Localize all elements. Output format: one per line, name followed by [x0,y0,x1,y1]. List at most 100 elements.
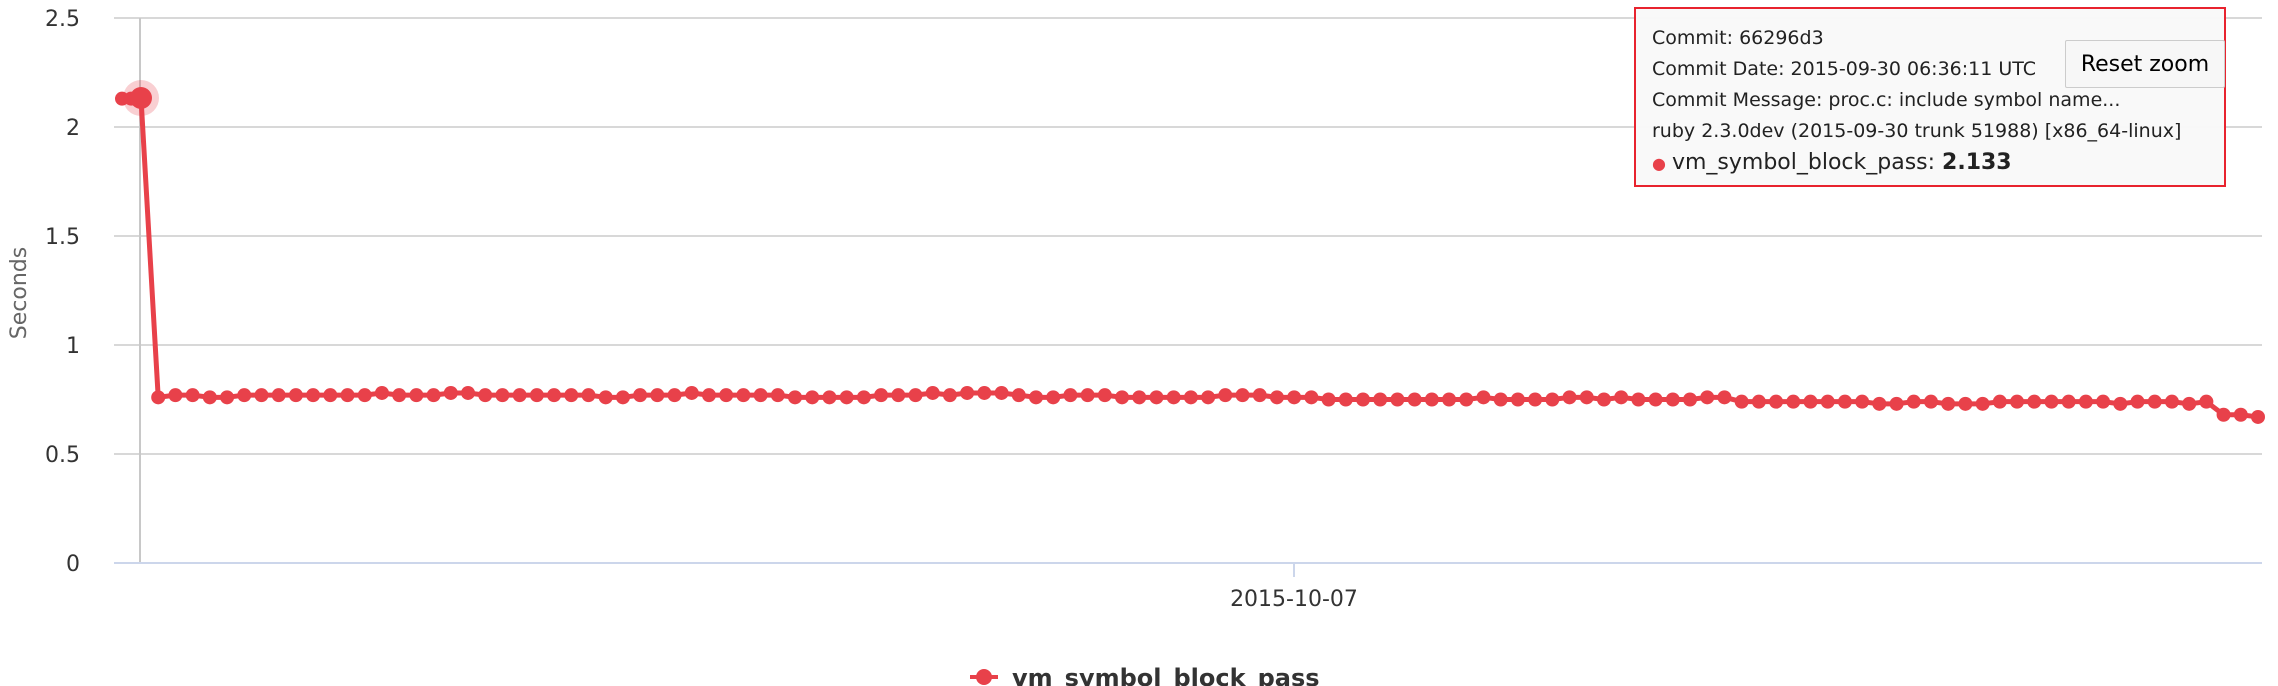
data-point[interactable] [1080,388,1095,403]
data-point[interactable] [1837,394,1852,409]
data-point[interactable] [2216,407,2231,422]
data-point[interactable] [392,388,407,403]
data-point[interactable] [443,385,458,400]
data-point[interactable] [1562,390,1577,405]
data-point[interactable] [701,388,716,403]
data-point[interactable] [1596,392,1611,407]
data-point[interactable] [805,390,820,405]
data-point[interactable] [220,390,235,405]
data-point[interactable] [942,388,957,403]
data-point[interactable] [478,388,493,403]
data-point[interactable] [736,388,751,403]
data-point[interactable] [1269,390,1284,405]
data-point[interactable] [770,388,785,403]
reset-zoom-button[interactable]: Reset zoom [2065,40,2225,88]
data-point[interactable] [1201,390,1216,405]
data-point[interactable] [1734,394,1749,409]
data-point[interactable] [288,388,303,403]
data-point[interactable] [1476,390,1491,405]
data-point[interactable] [2010,394,2025,409]
data-point[interactable] [323,388,338,403]
data-point[interactable] [1011,388,1026,403]
data-point[interactable] [1459,392,1474,407]
data-point[interactable] [1493,392,1508,407]
data-point[interactable] [151,390,166,405]
data-point[interactable] [271,388,286,403]
data-point[interactable] [1063,388,1078,403]
data-point[interactable] [1923,394,1938,409]
data-point[interactable] [598,390,613,405]
data-point[interactable] [908,388,923,403]
data-point[interactable] [633,388,648,403]
data-point[interactable] [1975,396,1990,411]
data-point[interactable] [1218,388,1233,403]
data-point[interactable] [1751,394,1766,409]
data-point[interactable] [2251,409,2265,424]
data-point[interactable] [1132,390,1147,405]
data-point[interactable] [788,390,803,405]
data-point[interactable] [1046,390,1061,405]
data-point[interactable] [2147,394,2162,409]
data-point[interactable] [237,388,252,403]
data-point[interactable] [409,388,424,403]
data-point[interactable] [426,388,441,403]
data-point[interactable] [168,388,183,403]
data-point[interactable] [1510,392,1525,407]
data-point[interactable] [1149,390,1164,405]
data-point[interactable] [581,388,596,403]
data-point[interactable] [2044,394,2059,409]
data-point[interactable] [1528,392,1543,407]
data-point[interactable] [2233,407,2248,422]
data-point[interactable] [1287,390,1302,405]
data-point[interactable] [547,388,562,403]
data-point[interactable] [822,390,837,405]
data-point[interactable] [2061,394,2076,409]
data-point[interactable] [1906,394,1921,409]
data-point[interactable] [306,388,321,403]
data-point[interactable] [719,388,734,403]
data-point[interactable] [1097,388,1112,403]
data-point[interactable] [891,388,906,403]
legend-label[interactable]: vm_symbol_block_pass [1012,664,1320,686]
data-point[interactable] [202,390,217,405]
data-point[interactable] [1115,390,1130,405]
data-point[interactable] [650,388,665,403]
data-point[interactable] [1338,392,1353,407]
data-point[interactable] [1958,396,1973,411]
data-point[interactable] [1889,396,1904,411]
data-point[interactable] [1545,392,1560,407]
data-point[interactable] [461,385,476,400]
data-point[interactable] [1028,390,1043,405]
data-point[interactable] [667,388,682,403]
data-point[interactable] [2164,394,2179,409]
data-point[interactable] [684,385,699,400]
data-point[interactable] [839,390,854,405]
data-point[interactable] [1786,394,1801,409]
data-point[interactable] [2130,394,2145,409]
data-point[interactable] [1166,390,1181,405]
data-point[interactable] [1614,390,1629,405]
data-point[interactable] [1356,392,1371,407]
data-point[interactable] [1941,396,1956,411]
data-point[interactable] [357,388,372,403]
data-point[interactable] [1321,392,1336,407]
data-point[interactable] [564,388,579,403]
data-point[interactable] [185,388,200,403]
data-point[interactable] [529,388,544,403]
data-point[interactable] [1855,394,1870,409]
data-point[interactable] [512,388,527,403]
data-point[interactable] [1820,394,1835,409]
data-point[interactable] [1769,394,1784,409]
data-point[interactable] [1304,390,1319,405]
data-point[interactable] [1424,392,1439,407]
data-point[interactable] [977,385,992,400]
data-point[interactable] [1665,392,1680,407]
data-point[interactable] [254,388,269,403]
data-point[interactable] [1717,390,1732,405]
data-point[interactable] [615,390,630,405]
data-point[interactable] [874,388,889,403]
data-point[interactable] [130,87,152,110]
data-point[interactable] [340,388,355,403]
data-point[interactable] [1407,392,1422,407]
data-point[interactable] [1700,390,1715,405]
